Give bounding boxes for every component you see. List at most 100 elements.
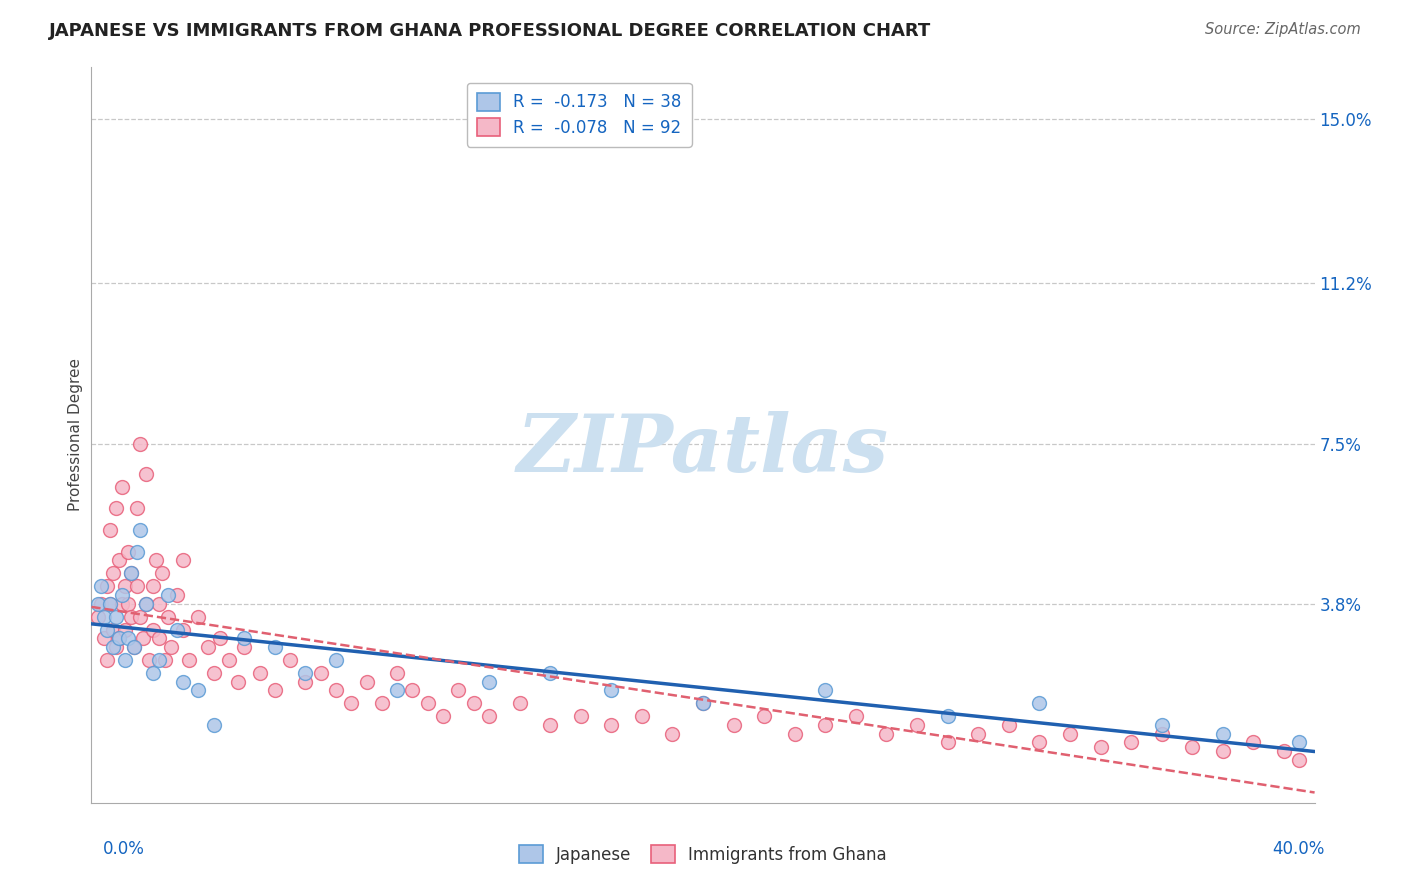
Point — [249, 665, 271, 680]
Point — [202, 718, 225, 732]
Point — [723, 718, 745, 732]
Point — [208, 632, 231, 646]
Point — [936, 735, 959, 749]
Point — [478, 674, 501, 689]
Point — [120, 609, 142, 624]
Point — [197, 640, 219, 654]
Point — [187, 683, 209, 698]
Point — [1288, 735, 1310, 749]
Point — [129, 436, 152, 450]
Point — [160, 640, 183, 654]
Point — [166, 588, 188, 602]
Point — [153, 653, 176, 667]
Point — [1272, 744, 1295, 758]
Point — [148, 632, 170, 646]
Point — [96, 653, 118, 667]
Point — [150, 566, 173, 581]
Point — [96, 579, 118, 593]
Point — [447, 683, 470, 698]
Point — [463, 696, 485, 710]
Point — [90, 597, 112, 611]
Text: 0.0%: 0.0% — [103, 840, 145, 858]
Point — [96, 623, 118, 637]
Point — [385, 665, 409, 680]
Point — [114, 653, 136, 667]
Point — [104, 640, 127, 654]
Legend: Japanese, Immigrants from Ghana: Japanese, Immigrants from Ghana — [513, 838, 893, 871]
Point — [294, 665, 316, 680]
Point — [875, 726, 898, 740]
Point — [1212, 726, 1234, 740]
Point — [233, 640, 256, 654]
Point — [90, 579, 112, 593]
Point — [132, 632, 155, 646]
Point — [1028, 735, 1050, 749]
Point — [101, 566, 124, 581]
Point — [967, 726, 990, 740]
Point — [86, 609, 108, 624]
Point — [814, 718, 837, 732]
Point — [172, 623, 194, 637]
Point — [692, 696, 714, 710]
Point — [166, 623, 188, 637]
Point — [172, 553, 194, 567]
Text: 40.0%: 40.0% — [1272, 840, 1324, 858]
Point — [356, 674, 378, 689]
Point — [141, 623, 163, 637]
Point — [432, 709, 454, 723]
Point — [135, 467, 157, 481]
Point — [104, 501, 127, 516]
Point — [385, 683, 409, 698]
Point — [226, 674, 249, 689]
Point — [127, 545, 149, 559]
Point — [278, 653, 301, 667]
Point — [218, 653, 240, 667]
Point — [905, 718, 928, 732]
Point — [117, 545, 139, 559]
Point — [111, 480, 134, 494]
Point — [1059, 726, 1081, 740]
Point — [936, 709, 959, 723]
Point — [108, 632, 131, 646]
Point — [1121, 735, 1143, 749]
Point — [93, 609, 115, 624]
Point — [538, 718, 561, 732]
Point — [569, 709, 592, 723]
Point — [117, 632, 139, 646]
Point — [148, 597, 170, 611]
Point — [111, 588, 134, 602]
Point — [325, 683, 347, 698]
Point — [264, 683, 287, 698]
Point — [129, 523, 152, 537]
Point — [1181, 739, 1204, 754]
Point — [138, 653, 160, 667]
Point — [127, 501, 149, 516]
Point — [145, 553, 167, 567]
Point — [117, 597, 139, 611]
Point — [187, 609, 209, 624]
Point — [135, 597, 157, 611]
Point — [122, 640, 145, 654]
Point — [1243, 735, 1265, 749]
Point — [814, 683, 837, 698]
Point — [98, 523, 121, 537]
Y-axis label: Professional Degree: Professional Degree — [67, 359, 83, 511]
Point — [148, 653, 170, 667]
Point — [1150, 726, 1173, 740]
Point — [845, 709, 868, 723]
Point — [108, 632, 131, 646]
Text: JAPANESE VS IMMIGRANTS FROM GHANA PROFESSIONAL DEGREE CORRELATION CHART: JAPANESE VS IMMIGRANTS FROM GHANA PROFES… — [49, 22, 931, 40]
Point — [783, 726, 806, 740]
Point — [371, 696, 394, 710]
Legend: R =  -0.173   N = 38, R =  -0.078   N = 92: R = -0.173 N = 38, R = -0.078 N = 92 — [467, 83, 692, 146]
Point — [1150, 718, 1173, 732]
Point — [111, 597, 134, 611]
Point — [325, 653, 347, 667]
Text: Source: ZipAtlas.com: Source: ZipAtlas.com — [1205, 22, 1361, 37]
Point — [478, 709, 501, 723]
Point — [101, 640, 124, 654]
Point — [101, 623, 124, 637]
Point — [141, 579, 163, 593]
Point — [600, 683, 623, 698]
Point — [600, 718, 623, 732]
